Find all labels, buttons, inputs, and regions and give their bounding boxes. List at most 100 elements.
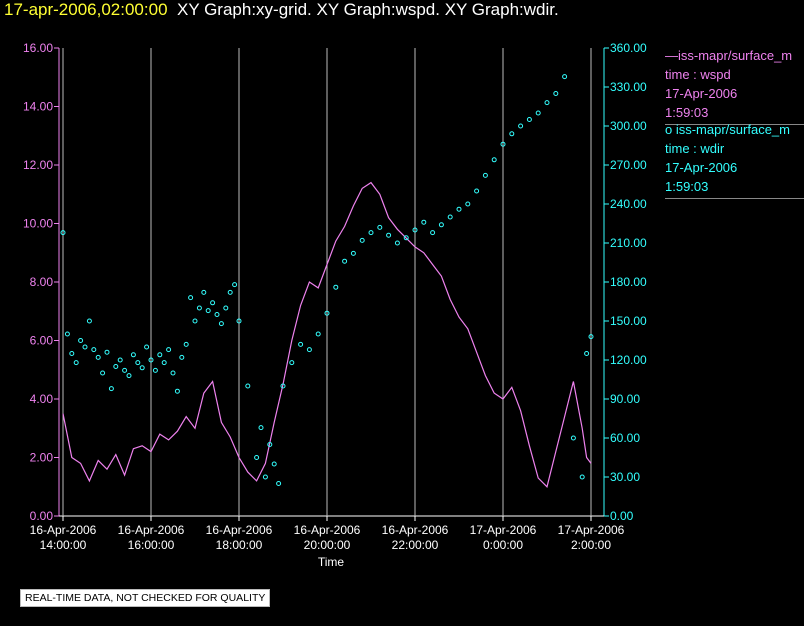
wdir-point <box>267 442 273 447</box>
y-left-tick-label: 4.00 <box>30 392 54 406</box>
wdir-point <box>438 222 444 228</box>
wdir-point <box>126 373 132 379</box>
wdir-point <box>210 300 216 306</box>
wdir-point <box>104 349 110 355</box>
y-right-tick-label: 240.00 <box>610 197 647 211</box>
wdir-point <box>403 235 409 241</box>
y-left-tick-label: 6.00 <box>30 334 54 348</box>
wdir-point <box>135 360 141 366</box>
x-tick-label-time: 0:00:00 <box>483 538 523 552</box>
wdir-point <box>306 347 312 353</box>
wdir-point <box>69 351 75 356</box>
wdir-point <box>91 347 97 353</box>
wdir-point <box>166 347 172 353</box>
y-right-tick-label: 90.00 <box>610 392 640 406</box>
x-tick-label-time: 22:00:00 <box>392 538 439 552</box>
wdir-point <box>342 258 348 264</box>
y-right-tick-label: 60.00 <box>610 431 640 445</box>
legend-wspd-time: 1:59:03 <box>665 105 709 120</box>
y-right-tick-label: 300.00 <box>610 119 647 133</box>
y-left-tick-label: 10.00 <box>23 217 53 231</box>
x-tick-label-time: 14:00:00 <box>40 538 87 552</box>
wdir-point <box>148 357 154 363</box>
wdir-point <box>117 357 123 363</box>
wdir-point <box>227 289 233 295</box>
wdir-point <box>271 461 277 467</box>
legend-wspd-source: —iss-mapr/surface_m <box>665 48 793 63</box>
wdir-point <box>579 474 585 480</box>
x-tick-label-date: 16-Apr-2006 <box>382 523 449 537</box>
wdir-point <box>465 201 471 207</box>
wdir-point <box>78 338 84 343</box>
wdir-point <box>205 308 211 314</box>
chart-title: 17-apr-2006,02:00:00 XY Graph:xy-grid. X… <box>4 0 559 20</box>
wdir-point <box>64 331 70 337</box>
y-right-tick-label: 150.00 <box>610 314 647 328</box>
wdir-point <box>161 360 167 366</box>
wdir-point <box>196 305 202 311</box>
legend-wspd-field: time : wspd <box>665 67 731 82</box>
wdir-point <box>280 383 286 389</box>
legend-wspd-date: 17-Apr-2006 <box>665 86 738 101</box>
wdir-point <box>262 474 268 480</box>
x-tick-label-time: 20:00:00 <box>304 538 351 552</box>
legend-wspd: —iss-mapr/surface_m time : wspd 17-Apr-2… <box>665 46 804 125</box>
timestamp: 17-apr-2006,02:00:00 <box>4 0 168 19</box>
wdir-point <box>474 188 480 194</box>
wdir-point <box>139 365 145 371</box>
wdir-point <box>174 388 180 394</box>
y-left-tick-label: 0.00 <box>30 509 54 523</box>
wdir-point <box>333 284 339 290</box>
quality-disclaimer: REAL-TIME DATA, NOT CHECKED FOR QUALITY <box>20 589 271 607</box>
x-tick-label-date: 16-Apr-2006 <box>118 523 185 537</box>
legend-wdir: o iss-mapr/surface_m time : wdir 17-Apr-… <box>665 120 804 199</box>
wdir-point <box>412 227 418 233</box>
wdir-point <box>245 383 251 389</box>
wdir-point <box>152 367 158 373</box>
wdir-point <box>113 364 119 369</box>
y-right-tick-label: 210.00 <box>610 236 647 250</box>
wdir-point <box>254 455 260 460</box>
y-right-tick-label: 330.00 <box>610 80 647 94</box>
wdir-point <box>535 110 541 116</box>
legend-wdir-source: o iss-mapr/surface_m <box>665 122 790 137</box>
y-right-tick-label: 30.00 <box>610 470 640 484</box>
x-tick-label-date: 16-Apr-2006 <box>30 523 97 537</box>
wdir-point <box>95 354 101 360</box>
wdir-point <box>170 370 176 376</box>
wdir-point <box>130 352 136 358</box>
x-tick-label-time: 2:00:00 <box>571 538 611 552</box>
wdir-point <box>324 310 330 316</box>
y-right-tick-label: 120.00 <box>610 353 647 367</box>
wdir-point <box>368 230 374 236</box>
y-left-tick-label: 12.00 <box>23 158 53 172</box>
wdir-point <box>553 91 559 96</box>
y-right-tick-label: 180.00 <box>610 275 647 289</box>
wdir-point <box>289 360 295 366</box>
y-left-tick-label: 2.00 <box>30 451 54 465</box>
wdir-point <box>232 282 238 288</box>
wdir-point <box>214 312 220 317</box>
y-left-tick-label: 8.00 <box>30 275 54 289</box>
wdir-point <box>100 370 106 376</box>
wdir-point <box>144 344 150 350</box>
wdir-point <box>456 206 462 212</box>
legend-divider <box>665 198 804 199</box>
wdir-point <box>584 351 590 356</box>
wdir-point <box>482 172 488 178</box>
wdir-point <box>122 367 128 373</box>
x-axis-label: Time <box>318 555 345 569</box>
wdir-point <box>588 334 594 340</box>
y-right-tick-label: 0.00 <box>610 509 634 523</box>
wdir-point <box>60 230 66 236</box>
wdir-point <box>258 425 264 431</box>
y-right-tick-label: 360.00 <box>610 41 647 55</box>
wdir-point <box>509 131 515 137</box>
wdir-point <box>359 237 365 243</box>
wdir-point <box>201 289 207 295</box>
wdir-point <box>298 341 304 347</box>
wdir-point <box>188 295 194 301</box>
x-tick-label-time: 18:00:00 <box>216 538 263 552</box>
wdir-point <box>157 352 163 358</box>
